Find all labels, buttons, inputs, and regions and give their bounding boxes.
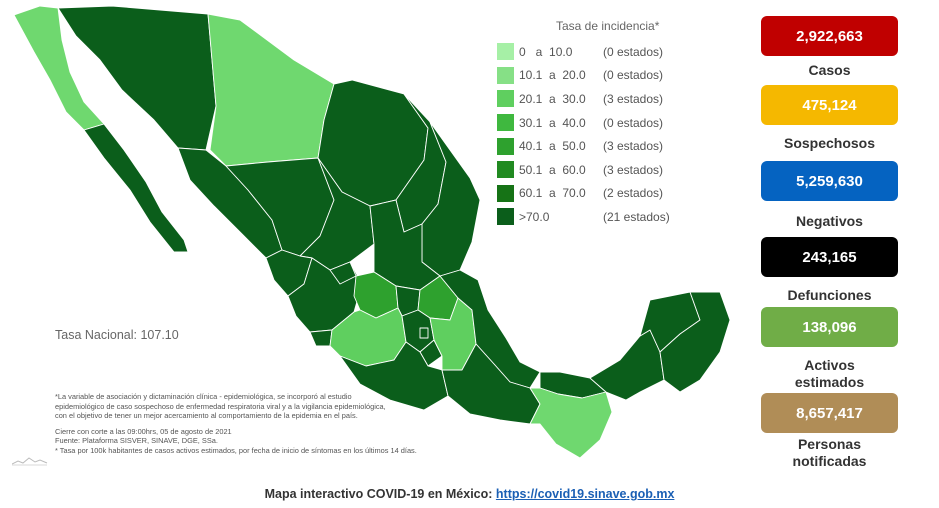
state-colima bbox=[309, 329, 333, 347]
legend-row: >70.0 (21 estados) bbox=[497, 205, 670, 229]
state-baja-california-sur bbox=[83, 123, 189, 253]
stat-label: Activos estimados bbox=[794, 357, 865, 390]
stat-value: 2,922,663 bbox=[761, 16, 898, 56]
legend-count: (0 estados) bbox=[603, 44, 664, 59]
state-guerrero bbox=[339, 341, 449, 411]
legend-count: (3 estados) bbox=[603, 91, 664, 106]
legend-swatch bbox=[497, 66, 514, 84]
legend-range: 60.1 a 70.0 bbox=[519, 186, 586, 201]
legend-count: (2 estados) bbox=[603, 186, 664, 201]
state-quintana-roo bbox=[659, 291, 731, 393]
stat-value: 243,165 bbox=[761, 237, 898, 277]
legend-swatch bbox=[497, 161, 514, 179]
legend-range: 0 a 10.0 bbox=[519, 44, 573, 59]
legend-swatch bbox=[497, 90, 514, 108]
legend-count: (0 estados) bbox=[603, 68, 664, 83]
legend-row: 10.1 a 20.0 (0 estados) bbox=[497, 64, 670, 88]
legend-count: (21 estados) bbox=[603, 209, 670, 224]
note-line: *La variable de asociación y dictaminaci… bbox=[55, 392, 352, 401]
state-chihuahua bbox=[207, 13, 335, 167]
legend-swatch bbox=[497, 114, 514, 132]
stat-label: Casos bbox=[808, 62, 851, 78]
national-rate: Tasa Nacional: 107.10 bbox=[55, 328, 179, 342]
legend-count: (0 estados) bbox=[603, 115, 664, 130]
state-baja-california bbox=[13, 5, 105, 131]
stat-label: Defunciones bbox=[787, 287, 872, 303]
mexico-incidence-map bbox=[13, 5, 731, 459]
note-line: epidemiológico de caso sospechoso de enf… bbox=[55, 401, 386, 411]
legend-swatch bbox=[497, 184, 514, 202]
legend-swatch bbox=[497, 208, 514, 226]
legend-range: 50.1 a 60.0 bbox=[519, 162, 586, 177]
footer-link[interactable]: https://covid19.sinave.gob.mx bbox=[495, 487, 675, 501]
footer: Mapa interactivo COVID-19 en México: htt… bbox=[0, 487, 939, 501]
legend-title: Tasa de incidencia* bbox=[556, 19, 660, 33]
legend-row: 60.1 a 70.0 (2 estados) bbox=[497, 182, 670, 206]
source-note: Fuente: Plataforma SISVER, SINAVE, DGE, … bbox=[55, 436, 218, 446]
note-line: con el objetivo de tener un mejor acerca… bbox=[55, 411, 358, 421]
state-veracruz bbox=[439, 269, 541, 389]
legend-row: 40.1 a 50.0 (3 estados) bbox=[497, 134, 670, 158]
footnotes: *La variable de asociación y dictaminaci… bbox=[55, 392, 465, 456]
logo-icon bbox=[12, 457, 48, 466]
state-sonora bbox=[57, 5, 217, 151]
stat-value: 8,657,417 bbox=[761, 393, 898, 433]
legend-range: 10.1 a 20.0 bbox=[519, 68, 586, 83]
stat-value: 5,259,630 bbox=[761, 161, 898, 201]
stat-value: 475,124 bbox=[761, 85, 898, 125]
legend-swatch bbox=[497, 137, 514, 155]
legend-row: 50.1 a 60.0 (3 estados) bbox=[497, 158, 670, 182]
legend-range: >70.0 bbox=[519, 209, 550, 224]
stat-label: Sospechosos bbox=[783, 135, 876, 151]
state-chiapas bbox=[529, 387, 613, 459]
legend-count: (3 estados) bbox=[603, 139, 664, 154]
legend-count: (3 estados) bbox=[603, 162, 664, 177]
legend-range: 40.1 a 50.0 bbox=[519, 139, 586, 154]
legend-row: 0 a 10.0 (0 estados) bbox=[497, 40, 670, 64]
legend: 0 a 10.0 (0 estados) 10.1 a 20.0 (0 estados… bbox=[497, 40, 670, 229]
legend-swatch bbox=[497, 43, 514, 61]
legend-row: 30.1 a 40.0 (0 estados) bbox=[497, 111, 670, 135]
stat-value: 138,096 bbox=[761, 307, 898, 347]
cutoff-note: Cierre con corte a las 09:00hrs, 05 de a… bbox=[55, 426, 232, 436]
legend-range: 30.1 a 40.0 bbox=[519, 115, 586, 130]
stat-label: Personas notificadas bbox=[792, 436, 867, 469]
rate-note: * Tasa por 100k habitantes de casos acti… bbox=[55, 445, 417, 455]
legend-range: 20.1 a 30.0 bbox=[519, 91, 586, 106]
footer-text: Mapa interactivo COVID-19 en México: bbox=[264, 487, 493, 501]
state-cdmx bbox=[419, 327, 429, 339]
stat-label: Negativos bbox=[796, 213, 863, 229]
legend-row: 20.1 a 30.0 (3 estados) bbox=[497, 87, 670, 111]
